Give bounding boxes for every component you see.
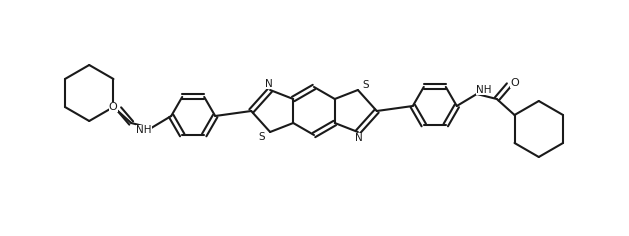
Text: N: N (355, 133, 363, 143)
Text: O: O (510, 78, 519, 88)
Text: N: N (265, 79, 273, 89)
Text: NH: NH (136, 125, 152, 135)
Text: S: S (259, 132, 265, 142)
Text: NH: NH (476, 85, 491, 95)
Text: O: O (109, 102, 118, 112)
Text: S: S (362, 80, 369, 90)
